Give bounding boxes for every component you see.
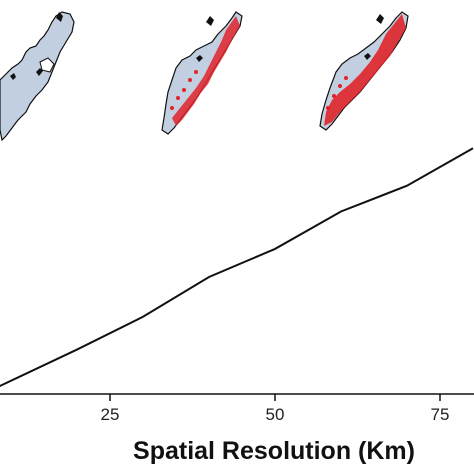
- inset-map-2: [161, 11, 243, 135]
- series-layer: [0, 147, 474, 388]
- x-tick-label: 50: [266, 405, 285, 424]
- x-tick-label: 75: [431, 405, 450, 424]
- x-tick-label: 25: [101, 405, 120, 424]
- inset-map-1: [0, 11, 75, 142]
- series-line: [0, 147, 474, 388]
- x-ticks: 25 50 75: [101, 394, 450, 424]
- map-no-highlight-icon: [0, 11, 75, 142]
- x-axis-title: Spatial Resolution (Km): [133, 437, 415, 465]
- inset-map-3: [319, 11, 409, 131]
